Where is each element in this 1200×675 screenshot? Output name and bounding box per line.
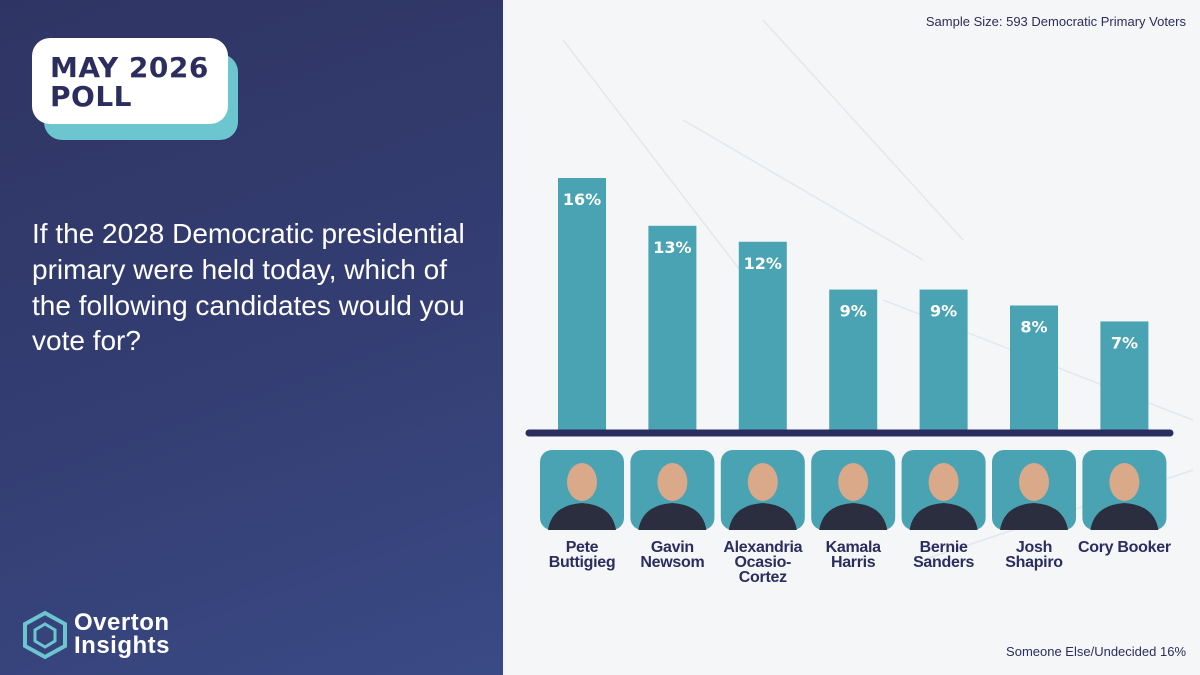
category-label: Cory Booker bbox=[1078, 539, 1171, 556]
value-label: 8% bbox=[1020, 318, 1047, 337]
portrait-body bbox=[819, 503, 888, 530]
bar bbox=[829, 289, 878, 433]
portrait-head bbox=[657, 463, 688, 501]
portrait bbox=[901, 450, 986, 530]
portrait-head bbox=[928, 463, 959, 501]
portrait bbox=[811, 450, 896, 530]
background-line bbox=[682, 119, 924, 261]
value-label: 16% bbox=[563, 190, 601, 209]
bar bbox=[648, 225, 697, 433]
portrait-body bbox=[548, 503, 616, 530]
category-label: Josh Shapiro bbox=[1005, 539, 1063, 572]
category-label: Kamala Harris bbox=[825, 539, 881, 572]
background-line bbox=[762, 19, 964, 241]
portrait-body bbox=[638, 503, 707, 530]
badge: MAY 2026 POLL bbox=[50, 51, 209, 113]
portrait bbox=[992, 450, 1076, 530]
value-label: 9% bbox=[840, 302, 867, 321]
portrait-head bbox=[838, 463, 869, 501]
value-label: 9% bbox=[930, 302, 957, 321]
category-label: Alexandria Ocasio-Cortez bbox=[723, 539, 803, 587]
logo-icon bbox=[23, 610, 67, 660]
portrait bbox=[630, 450, 715, 530]
category-label: Bernie Sanders bbox=[913, 539, 975, 572]
portrait-body bbox=[1000, 503, 1068, 530]
bar bbox=[738, 241, 787, 433]
portrait bbox=[720, 450, 805, 530]
bar bbox=[558, 178, 606, 433]
portrait bbox=[540, 450, 624, 530]
portrait-body bbox=[728, 503, 797, 530]
portrait-head bbox=[1109, 463, 1140, 501]
bar bbox=[1010, 305, 1058, 433]
bar bbox=[1100, 321, 1149, 433]
chart: 16% 13% 12% 9% 9% 8% 7% bbox=[525, 19, 1194, 561]
brand: Overton Insights bbox=[74, 609, 171, 659]
portrait-body bbox=[909, 503, 978, 530]
portrait-head bbox=[1019, 463, 1049, 501]
chart-title: If the 2028 Democratic presidential prim… bbox=[32, 218, 465, 357]
portrait-head bbox=[567, 463, 597, 501]
portrait-body bbox=[1090, 503, 1159, 530]
badge-box bbox=[32, 38, 228, 124]
value-label: 12% bbox=[744, 254, 782, 273]
portrait-head bbox=[747, 463, 778, 501]
annotation: Someone Else/Undecided 16% bbox=[1006, 644, 1186, 659]
category-label: Gavin Newsom bbox=[640, 539, 705, 572]
subtitle: Sample Size: 593 Democratic Primary Vote… bbox=[925, 14, 1186, 29]
value-label: 13% bbox=[653, 238, 691, 257]
category-label: Pete Buttigieg bbox=[548, 539, 616, 572]
value-label: 7% bbox=[1111, 333, 1138, 352]
bar bbox=[919, 289, 968, 433]
background-line bbox=[562, 39, 764, 301]
portrait bbox=[1082, 450, 1167, 530]
